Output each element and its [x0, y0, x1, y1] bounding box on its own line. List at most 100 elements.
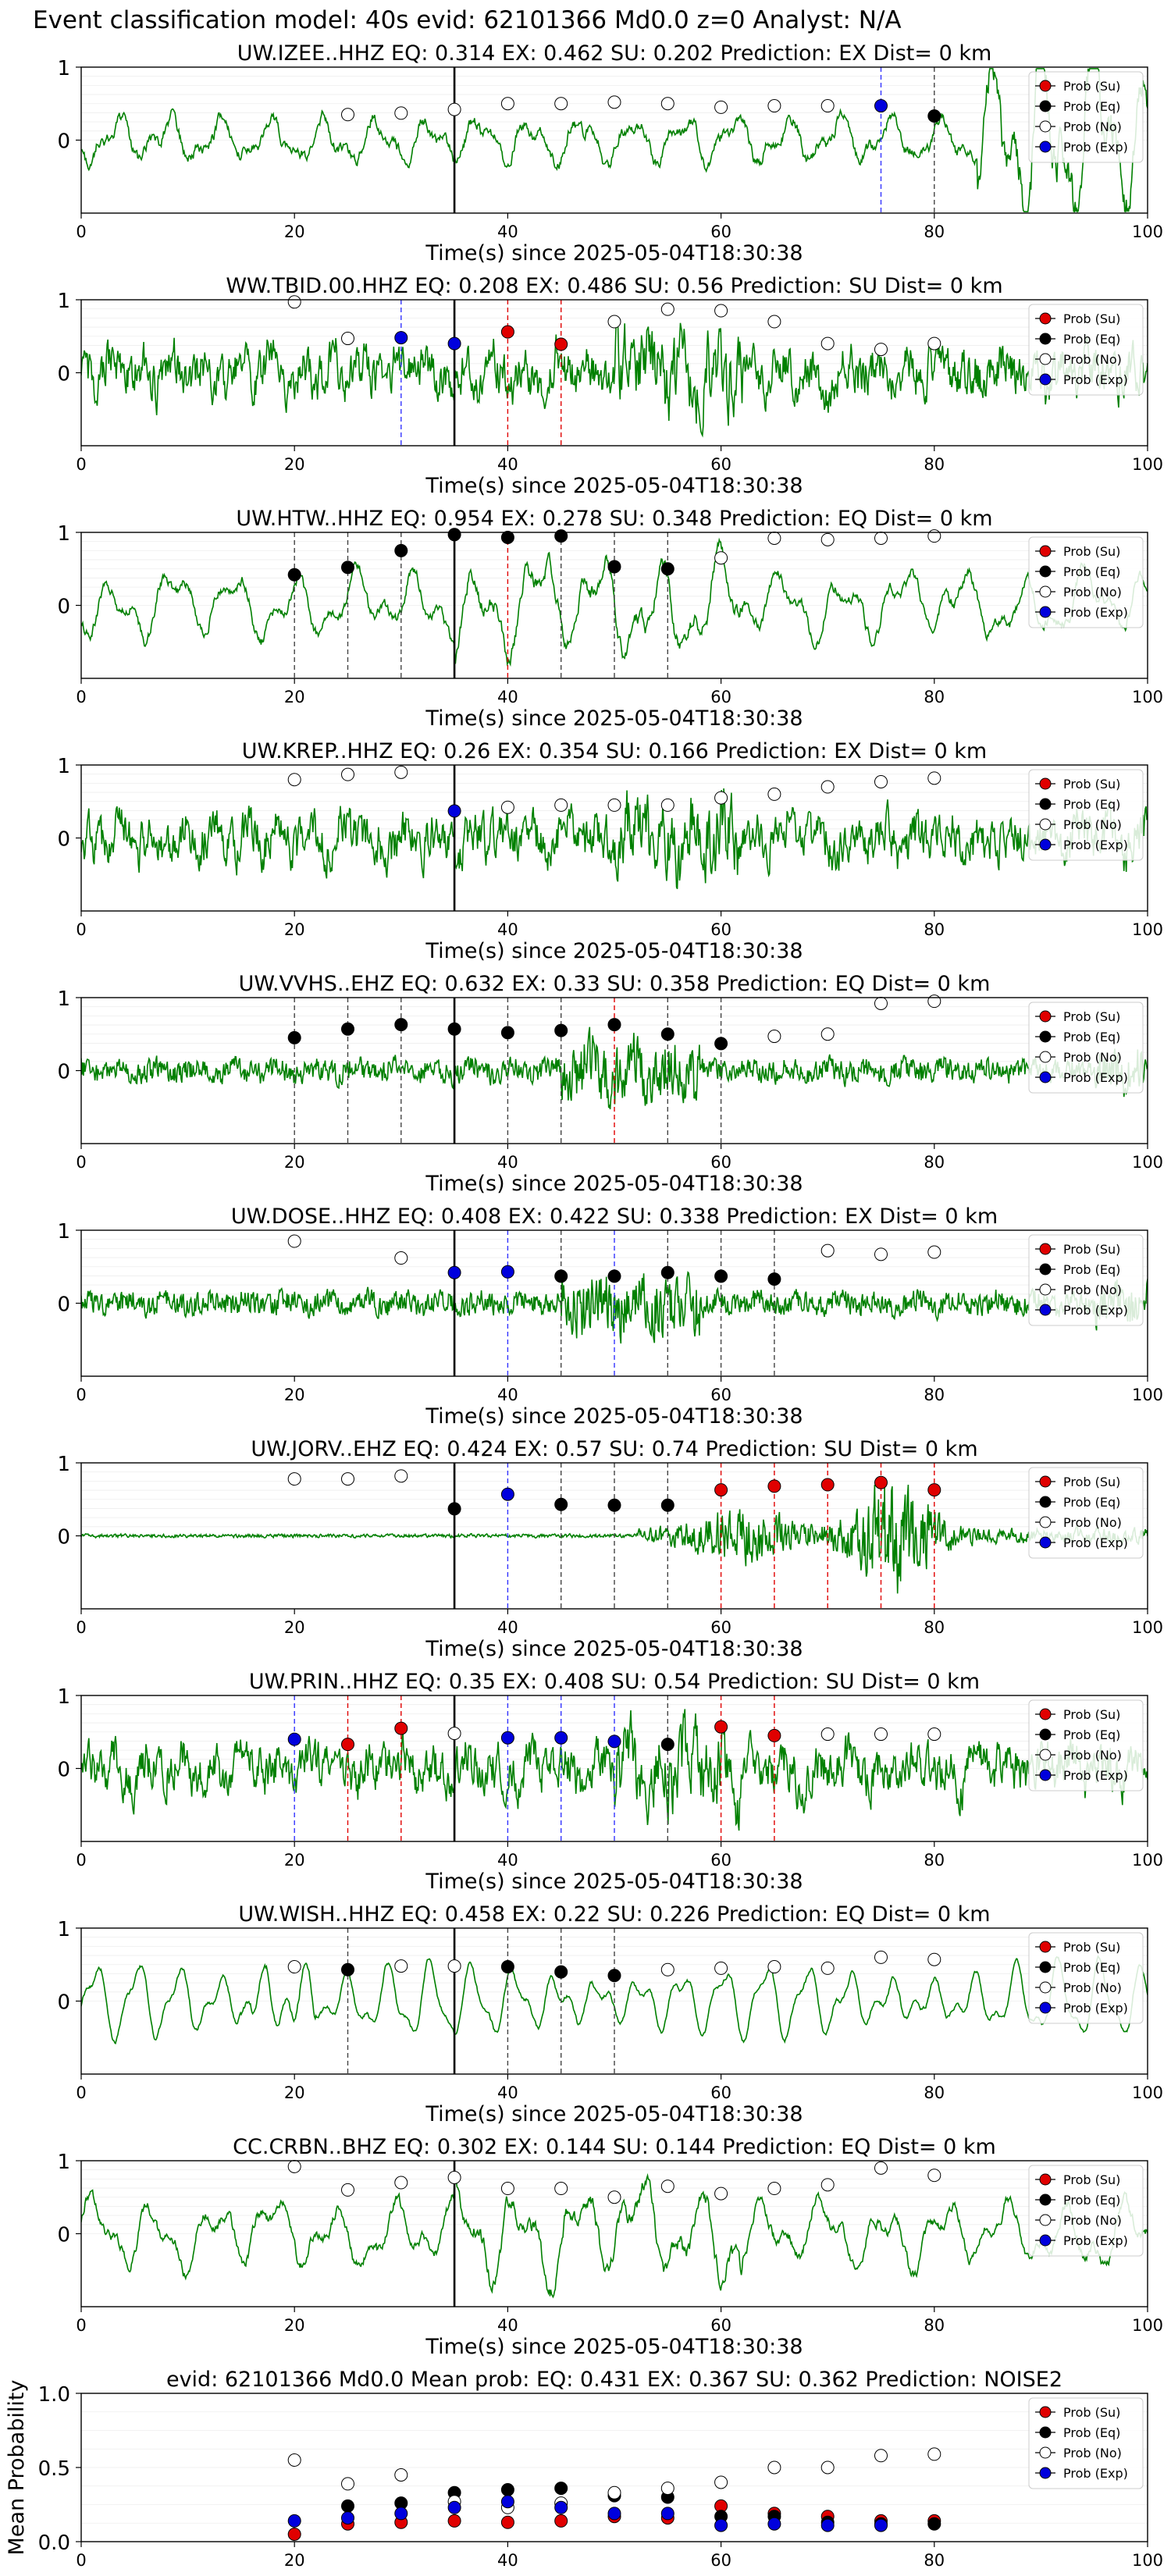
legend-marker-su	[1039, 2406, 1052, 2418]
panel-8: UW.WISH..HHZ EQ: 0.458 EX: 0.22 SU: 0.22…	[57, 1902, 1163, 2126]
prob-marker-no	[820, 1244, 835, 1258]
legend-label-su: Prob (Su)	[1063, 777, 1120, 792]
legend-label-eq: Prob (Eq)	[1063, 2193, 1120, 2208]
panel-title: UW.PRIN..HHZ EQ: 0.35 EX: 0.408 SU: 0.54…	[249, 1670, 980, 1694]
legend-marker-su	[1039, 1243, 1052, 1255]
x-tick-label: 60	[710, 1153, 731, 1172]
prob-marker-eq	[714, 1037, 728, 1051]
prob-marker-eq	[607, 560, 621, 574]
prob-marker-eq	[447, 528, 461, 542]
legend-label-no: Prob (No)	[1063, 585, 1122, 600]
x-tick-label: 60	[710, 2083, 731, 2102]
x-tick-label: 0	[76, 1851, 86, 1870]
legend-label-su: Prob (Su)	[1063, 1475, 1120, 1489]
x-tick-label: 100	[1132, 688, 1163, 706]
mean-prob-marker-exp	[607, 2507, 621, 2521]
legend-frame	[1028, 1234, 1144, 1326]
prob-marker-exp	[394, 331, 408, 345]
x-tick-label: 20	[284, 1386, 305, 1404]
x-tick-label: 100	[1132, 1386, 1163, 1404]
prob-marker-no	[820, 1961, 835, 1975]
prob-marker-no	[874, 775, 888, 789]
prob-marker-no	[287, 1960, 301, 1974]
x-tick-label: 100	[1132, 2551, 1163, 2570]
x-tick-label: 100	[1132, 222, 1163, 241]
legend-label-no: Prob (No)	[1063, 1050, 1122, 1065]
prob-marker-exp	[607, 1735, 621, 1749]
y-tick-label: 0	[57, 363, 70, 386]
panel-9: CC.CRBN..BHZ EQ: 0.302 EX: 0.144 SU: 0.1…	[57, 2135, 1163, 2359]
prob-marker-eq	[714, 1269, 728, 1283]
legend-label-exp: Prob (Exp)	[1063, 2233, 1128, 2248]
legend-marker-no	[1039, 1051, 1052, 1063]
x-tick-label: 40	[497, 1851, 518, 1870]
legend-marker-eq	[1039, 2426, 1052, 2439]
y-tick-label: 0	[57, 1991, 70, 2015]
prob-marker-exp	[554, 1731, 568, 1745]
mean-prob-marker-exp	[714, 2518, 728, 2532]
x-tick-label: 60	[710, 222, 731, 241]
prob-marker-no	[554, 97, 568, 111]
legend-label-eq: Prob (Eq)	[1063, 1495, 1120, 1510]
legend: Prob (Su) Prob (Eq) Prob (No) Prob (Exp)	[1028, 536, 1144, 628]
prob-marker-no	[820, 336, 835, 350]
x-tick-label: 80	[924, 2083, 945, 2102]
prob-marker-su	[874, 1475, 888, 1489]
mean-prob-marker-su	[287, 2528, 301, 2541]
prob-marker-no	[287, 773, 301, 787]
prob-marker-eq	[341, 1962, 354, 1976]
legend-marker-su	[1039, 1708, 1052, 1720]
legend: Prob (Su) Prob (Eq) Prob (No) Prob (Exp)	[1028, 71, 1144, 163]
x-tick-label: 0	[76, 2316, 86, 2335]
x-axis-label: Time(s) since 2025-05-04T18:30:38	[425, 474, 803, 498]
legend: Prob (Su) Prob (Eq) Prob (No) Prob (Exp)	[1028, 769, 1144, 861]
x-tick-label: 80	[924, 2316, 945, 2335]
x-tick-label: 40	[497, 1386, 518, 1404]
prob-marker-exp	[500, 1265, 514, 1279]
legend: Prob (Su) Prob (Eq) Prob (No) Prob (Exp)	[1028, 1467, 1144, 1559]
x-tick-label: 100	[1132, 1153, 1163, 1172]
panel-3: UW.KREP..HHZ EQ: 0.26 EX: 0.354 SU: 0.16…	[57, 739, 1163, 963]
panel-title: UW.DOSE..HHZ EQ: 0.408 EX: 0.422 SU: 0.3…	[231, 1204, 998, 1229]
legend: Prob (Su) Prob (Eq) Prob (No) Prob (Exp)	[1028, 1932, 1144, 2024]
legend-marker-no	[1039, 1283, 1052, 1296]
x-tick-label: 60	[710, 688, 731, 706]
prob-marker-no	[287, 1234, 301, 1248]
legend-frame	[1028, 769, 1144, 861]
legend-marker-eq	[1039, 1496, 1052, 1508]
prob-marker-su	[767, 1479, 781, 1493]
prob-marker-no	[714, 791, 728, 805]
x-axis-label: Time(s) since 2025-05-04T18:30:38	[425, 1637, 803, 1661]
legend-label-su: Prob (Su)	[1063, 1009, 1120, 1024]
prob-marker-eq	[500, 1960, 514, 1974]
prob-marker-no	[767, 787, 781, 801]
legend-label-no: Prob (No)	[1063, 1980, 1122, 1995]
y-tick-label: 0	[57, 828, 70, 852]
y-tick-label: 1	[57, 1220, 70, 1244]
x-tick-label: 60	[710, 1618, 731, 1637]
x-tick-label: 40	[497, 2083, 518, 2102]
mean-prob-marker-exp	[660, 2507, 674, 2521]
prob-marker-no	[927, 994, 941, 1009]
legend-marker-eq	[1039, 1263, 1052, 1276]
panel-4: UW.VVHS..EHZ EQ: 0.632 EX: 0.33 SU: 0.35…	[57, 972, 1163, 1196]
x-tick-label: 20	[284, 2083, 305, 2102]
prob-marker-no	[394, 765, 408, 779]
prob-marker-eq	[767, 1272, 781, 1286]
x-tick-label: 40	[497, 2551, 518, 2570]
y-tick-label: 0.0	[38, 2532, 70, 2555]
y-tick-label: 1	[57, 1918, 70, 1941]
prob-marker-su	[714, 1483, 728, 1497]
legend-marker-eq	[1039, 333, 1052, 345]
mean-prob-marker-eq	[500, 2483, 514, 2496]
prob-marker-eq	[341, 1022, 354, 1036]
prob-marker-no	[447, 1959, 461, 1973]
legend-marker-eq	[1039, 798, 1052, 810]
legend-marker-no	[1039, 353, 1052, 365]
legend-label-no: Prob (No)	[1063, 1515, 1122, 1530]
mean-prob-marker-exp	[500, 2495, 514, 2509]
x-tick-label: 60	[710, 455, 731, 474]
y-tick-label: 0	[57, 1293, 70, 1317]
panel-6: UW.JORV..EHZ EQ: 0.424 EX: 0.57 SU: 0.74…	[57, 1437, 1163, 1661]
prob-marker-eq	[660, 1027, 674, 1041]
